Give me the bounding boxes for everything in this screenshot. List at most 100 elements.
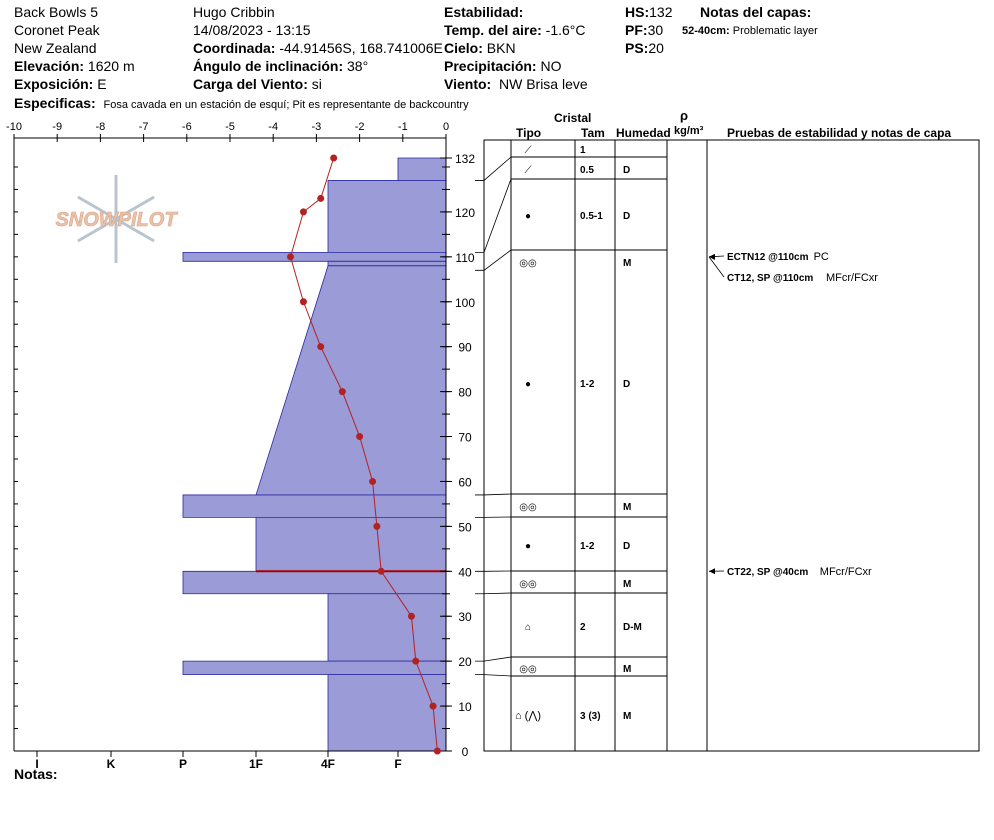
col-type: Tipo [516, 126, 542, 140]
crystal-type-symbol: ⟋ [525, 165, 532, 176]
aspect-label: Exposición: [14, 76, 94, 92]
temp-point [356, 433, 364, 441]
temp-tick-label: -10 [6, 121, 22, 133]
crystal-type-symbol: ● [525, 211, 531, 222]
layer-table: ⟋ 1 ⟋ 0.5 D ● 0.5-1 D ◎◎ M ● 1-2 D ◎◎ M ● 1-2 D ◎◎ M ⌂ 2 D-M ◎◎… [475, 139, 980, 752]
hardness-tick-label: K [107, 757, 116, 771]
crystal-type-symbol: ◎◎ [519, 664, 537, 675]
crystal-header: Cristal [554, 111, 592, 125]
test-result: MFcr/FCxr [826, 272, 878, 284]
hardness-tick-label: 4F [321, 757, 335, 771]
ps-value: 20 [648, 40, 664, 56]
crystal-type-symbol: ● [525, 379, 531, 390]
sky: Cielo: BKN [444, 40, 516, 56]
ps: PS:20 [625, 40, 664, 56]
temperature-profile [286, 154, 441, 755]
depth-tick-label: 20 [458, 655, 472, 669]
depth-tick-label: 30 [458, 610, 472, 624]
specifics-label: Especificas: [14, 95, 96, 111]
depth-tick-label: 110 [455, 251, 474, 265]
hardness-layer-bar [182, 660, 447, 676]
col-size: Tam [581, 126, 605, 140]
crystal-size: 3 (3) [580, 711, 601, 722]
hardness-tick-label: P [179, 757, 187, 771]
test-arrowhead [709, 568, 715, 575]
test-result: PC [814, 251, 829, 263]
watermark-flake-arm [115, 217, 155, 243]
ps-label: PS: [625, 40, 649, 56]
slope-value: 38° [347, 58, 369, 74]
layer-note: 52-40cm: Problematic layer [682, 23, 818, 39]
moisture: M [623, 502, 631, 513]
precipitation: Precipitación: NO [444, 58, 561, 74]
left-chart-frame: -10 -9 -8 -7 -6 -5 -4 -3 -2 -1 0132120110100908070… [6, 121, 475, 771]
col-density-unit: kg/m³ [674, 125, 704, 137]
hardness-tick-label: I [35, 757, 38, 771]
test-code: CT12, SP @110cm [727, 273, 813, 284]
crystal-type-symbol: ⌂ [525, 622, 531, 633]
temp-tick-label: -2 [355, 121, 365, 133]
watermark-flake-arm [77, 195, 117, 221]
temp-point [330, 154, 338, 162]
notes-label: Notas: [14, 766, 58, 782]
col-density-symbol: ρ [680, 108, 689, 123]
depth-tick-label: 70 [458, 431, 472, 445]
row-connector [475, 592, 512, 595]
elevation-label: Elevación: [14, 58, 85, 74]
location: Coronet Peak [14, 22, 100, 38]
temp-point [317, 343, 325, 351]
layer-notes-label: Notas del capas: [700, 4, 812, 20]
hardness-layer-bar [182, 251, 447, 262]
crystal-size: 2 [580, 622, 586, 633]
depth-tick-label: 132 [455, 152, 475, 166]
hardness-profile [182, 157, 447, 752]
depth-tick-label: 0 [462, 745, 469, 759]
watermark-flake-arm [115, 195, 155, 221]
hardness-layer-bar [327, 260, 447, 267]
wind-value: NW Brisa leve [498, 76, 588, 92]
temp-point [373, 522, 381, 530]
hardness-tick-label: 1F [249, 757, 263, 771]
hardness-layer-bar [327, 674, 447, 752]
pf-value: 30 [647, 22, 664, 38]
temp-tick-label: 0 [443, 121, 449, 133]
watermark-flake-arm [77, 217, 117, 243]
observer: Hugo Cribbin [193, 4, 275, 20]
crystal-size: 1-2 [580, 379, 595, 390]
precip-label: Precipitación: [444, 58, 537, 74]
row-connector [475, 674, 512, 677]
precip-value: NO [540, 58, 562, 74]
temp-tick-label: -7 [139, 121, 149, 133]
depth-tick-label: 50 [458, 520, 472, 534]
row-connector [475, 156, 512, 181]
layer-note-text: Problematic layer [732, 25, 818, 37]
temp-tick-label: -4 [268, 121, 278, 133]
hs: HS:132 [625, 4, 672, 20]
coord-value: -44.91456S, 168.741006E [279, 40, 443, 56]
temp-point [369, 477, 377, 485]
hardness-layer-bar [182, 494, 447, 518]
hardness-layer-bar [397, 157, 447, 181]
hardness-layer-bar [327, 180, 447, 253]
depth-tick-label: 120 [455, 206, 475, 220]
temp-point [317, 194, 325, 202]
datetime: 14/08/2023 - 13:15 [193, 22, 311, 38]
aspect-value: E [97, 76, 107, 92]
coordinates: Coordinada: -44.91456S, 168.741006E [193, 40, 443, 56]
coord-label: Coordinada: [193, 40, 276, 56]
hs-value: 132 [649, 4, 673, 20]
row-connector [475, 178, 512, 253]
specifics-value: Fosa cavada en un estación de esquí; Pit… [103, 99, 469, 111]
air-temp-label: Temp. del aire: [444, 22, 542, 38]
sky-value: BKN [486, 40, 516, 56]
crystal-size: 0.5-1 [580, 211, 603, 222]
temp-tick-label: -6 [182, 121, 192, 133]
temp-point [299, 208, 307, 216]
temp-point [429, 702, 437, 710]
hardness-layer-bar [255, 516, 447, 572]
hardness-layer-bar [255, 265, 447, 496]
temp-tick-label: -8 [96, 121, 106, 133]
moisture: M [623, 664, 631, 675]
depth-tick-label: 90 [458, 341, 472, 355]
moisture: D-M [623, 622, 642, 633]
